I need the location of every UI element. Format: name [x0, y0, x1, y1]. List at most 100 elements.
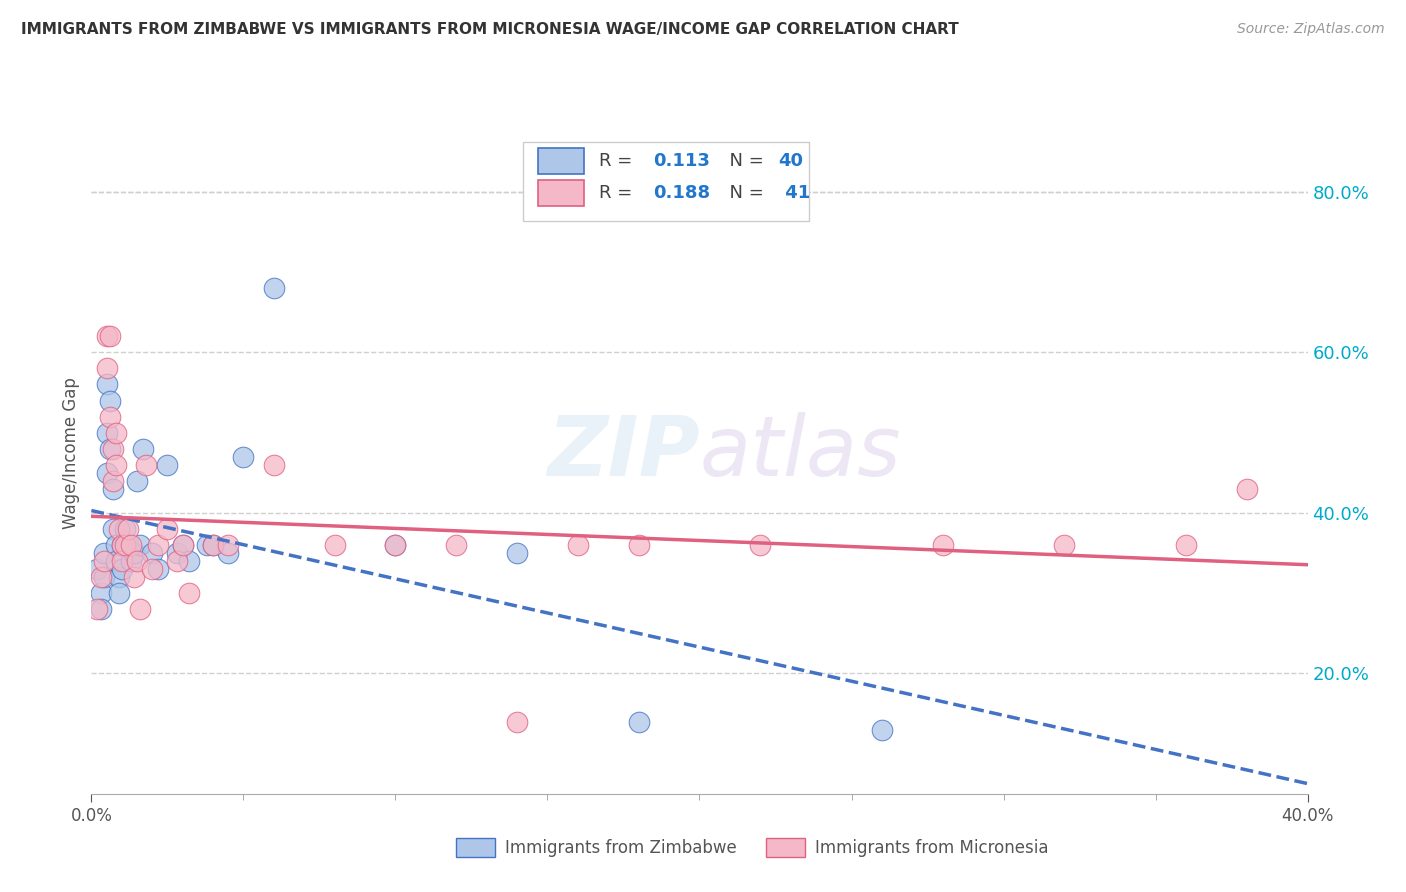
Point: [444, 538, 467, 552]
Point: [98, 409, 121, 424]
Point: [217, 538, 239, 552]
Point: [104, 554, 127, 568]
Text: atlas: atlas: [699, 412, 901, 493]
Point: [166, 546, 188, 560]
Bar: [456, 838, 495, 857]
Point: [177, 554, 200, 568]
Text: 0.188: 0.188: [654, 185, 710, 202]
Point: [506, 546, 529, 560]
Point: [323, 538, 346, 552]
Text: R =: R =: [599, 153, 637, 170]
Text: ZIP: ZIP: [547, 412, 699, 493]
Point: [120, 554, 142, 568]
Point: [98, 329, 121, 343]
Point: [104, 425, 127, 440]
Point: [93, 570, 115, 584]
FancyBboxPatch shape: [523, 142, 808, 220]
Bar: [766, 838, 806, 857]
Text: Immigrants from Micronesia: Immigrants from Micronesia: [815, 838, 1049, 857]
Point: [101, 474, 124, 488]
Point: [114, 538, 136, 552]
Point: [931, 538, 953, 552]
Text: Immigrants from Zimbabwe: Immigrants from Zimbabwe: [505, 838, 737, 857]
Point: [111, 538, 134, 552]
Bar: [537, 148, 583, 174]
Text: 41: 41: [779, 185, 810, 202]
Text: N =: N =: [717, 153, 769, 170]
Text: 0.113: 0.113: [654, 153, 710, 170]
Point: [172, 538, 194, 552]
Point: [114, 522, 136, 536]
Point: [96, 361, 118, 376]
Point: [104, 458, 127, 472]
Point: [263, 458, 285, 472]
Point: [567, 538, 589, 552]
Point: [96, 377, 118, 392]
Point: [117, 538, 139, 552]
Text: R =: R =: [599, 185, 637, 202]
Text: 40: 40: [779, 153, 804, 170]
Point: [125, 554, 148, 568]
Point: [627, 714, 650, 729]
Point: [232, 450, 254, 464]
Point: [117, 522, 139, 536]
Point: [89, 586, 111, 600]
Point: [86, 562, 108, 576]
Point: [132, 442, 155, 456]
Point: [1174, 538, 1197, 552]
Point: [122, 546, 145, 560]
Point: [202, 538, 225, 552]
Point: [202, 538, 225, 552]
Bar: [537, 180, 583, 206]
Point: [506, 714, 529, 729]
Point: [870, 723, 893, 737]
Point: [217, 546, 239, 560]
Point: [384, 538, 406, 552]
Point: [749, 538, 772, 552]
Point: [107, 522, 129, 536]
Point: [104, 538, 127, 552]
Point: [107, 570, 129, 584]
Point: [166, 554, 188, 568]
Point: [101, 442, 124, 456]
Point: [129, 538, 152, 552]
Point: [384, 538, 406, 552]
Point: [172, 538, 194, 552]
Point: [148, 538, 170, 552]
Point: [135, 458, 157, 472]
Point: [86, 602, 108, 616]
Point: [1236, 482, 1258, 496]
Text: N =: N =: [717, 185, 769, 202]
Point: [111, 554, 134, 568]
Point: [98, 393, 121, 408]
Point: [93, 546, 115, 560]
Point: [96, 466, 118, 480]
Point: [111, 538, 134, 552]
Point: [177, 586, 200, 600]
Point: [111, 562, 134, 576]
Text: IMMIGRANTS FROM ZIMBABWE VS IMMIGRANTS FROM MICRONESIA WAGE/INCOME GAP CORRELATI: IMMIGRANTS FROM ZIMBABWE VS IMMIGRANTS F…: [21, 22, 959, 37]
Point: [129, 602, 152, 616]
Point: [98, 442, 121, 456]
Point: [627, 538, 650, 552]
Point: [156, 458, 179, 472]
Point: [1053, 538, 1076, 552]
Point: [195, 538, 218, 552]
Point: [93, 554, 115, 568]
Point: [120, 538, 142, 552]
Text: Source: ZipAtlas.com: Source: ZipAtlas.com: [1237, 22, 1385, 37]
Point: [89, 570, 111, 584]
Point: [101, 522, 124, 536]
Point: [101, 482, 124, 496]
Point: [96, 329, 118, 343]
Point: [96, 425, 118, 440]
Point: [263, 281, 285, 295]
Point: [89, 602, 111, 616]
Point: [156, 522, 179, 536]
Point: [125, 474, 148, 488]
Point: [148, 562, 170, 576]
Point: [141, 546, 163, 560]
Y-axis label: Wage/Income Gap: Wage/Income Gap: [62, 376, 80, 529]
Point: [141, 562, 163, 576]
Point: [122, 570, 145, 584]
